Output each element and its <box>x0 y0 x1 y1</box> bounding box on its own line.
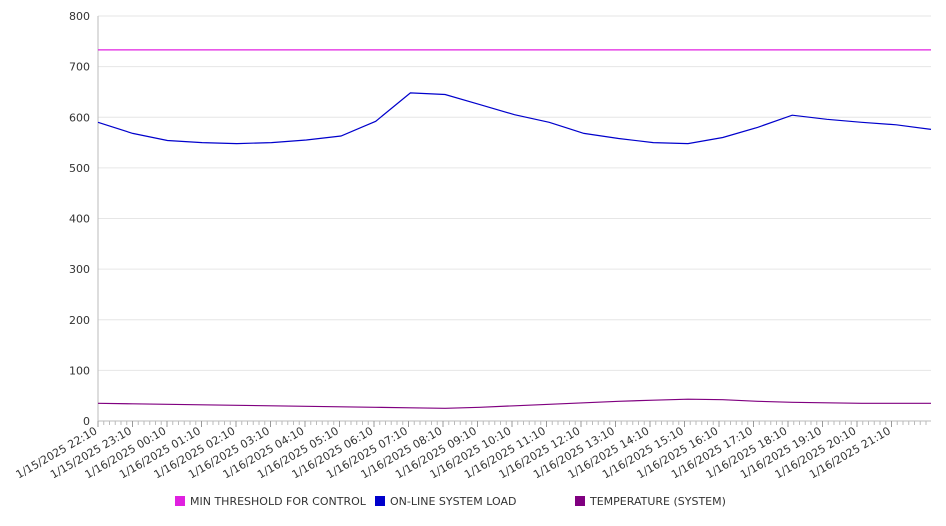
legend: MIN THRESHOLD FOR CONTROL ON-LINE SYSTEM … <box>175 495 726 508</box>
legend-label: ON-LINE SYSTEM LOAD <box>390 495 516 508</box>
legend-label: MIN THRESHOLD FOR CONTROL <box>190 495 367 508</box>
y-tick-label: 100 <box>69 364 90 377</box>
y-tick-label: 0 <box>83 415 90 428</box>
y-tick-label: 800 <box>69 10 90 23</box>
y-tick-label: 500 <box>69 162 90 175</box>
y-tick-label: 300 <box>69 263 90 276</box>
grid-layer <box>98 15 931 371</box>
axis-layer <box>97 16 931 427</box>
series-line-1 <box>97 92 932 145</box>
y-tick-label: 600 <box>69 111 90 124</box>
legend-label: TEMPERATURE (SYSTEM) <box>589 495 726 508</box>
legend-swatch <box>575 496 585 506</box>
y-tick-label: 700 <box>69 61 90 74</box>
legend-swatch <box>375 496 385 506</box>
y-tick-label: 200 <box>69 314 90 327</box>
series-line-2 <box>97 398 931 409</box>
y-tick-label: 400 <box>69 213 90 226</box>
legend-swatch <box>175 496 185 506</box>
series-layer <box>97 49 932 409</box>
